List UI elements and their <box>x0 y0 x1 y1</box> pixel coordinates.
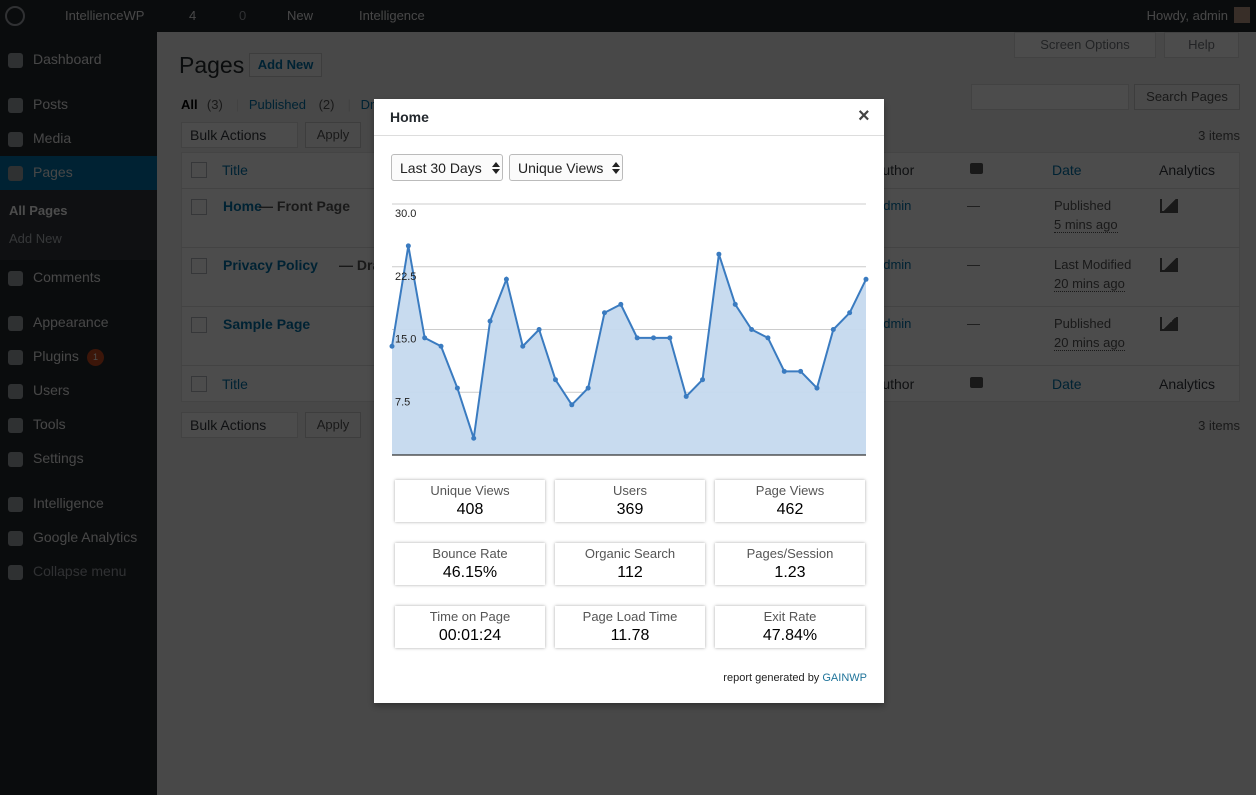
point <box>520 343 526 349</box>
stat-value: 47.84% <box>762 627 818 644</box>
stat-value: 46.15% <box>442 564 498 581</box>
point <box>487 318 493 324</box>
area-fill <box>392 245 866 455</box>
stat-value: 369 <box>616 501 644 518</box>
modal-header-border <box>374 135 884 136</box>
point <box>454 385 460 391</box>
stat-label: Exit Rate <box>763 609 817 624</box>
stat-value: 1.23 <box>774 564 806 581</box>
point <box>749 327 755 332</box>
point <box>667 335 673 341</box>
stat-label: Users <box>613 483 647 498</box>
stat-label: Pages/Session <box>746 546 834 561</box>
stat-box: Time on Page 00:01:24 <box>395 606 545 648</box>
analytics-modal: Home × Last 30 Days Unique Views 30.0 22.5 15.… <box>374 99 884 703</box>
y-tick-label: 30.0 <box>395 208 416 220</box>
stat-box: Exit Rate 47.84% <box>715 606 865 648</box>
stat-label: Page Views <box>755 483 825 498</box>
y-tick-label: 7.5 <box>395 396 410 408</box>
stat-value: 408 <box>456 501 484 518</box>
select[interactable]: Last 30 Days <box>391 154 503 181</box>
point <box>847 310 853 316</box>
point <box>585 385 591 391</box>
stat-label: Organic Search <box>584 546 676 561</box>
stat-box: Organic Search 112 <box>555 543 705 585</box>
stat-value: 112 <box>617 564 643 581</box>
stat-box: Users 369 <box>555 480 705 522</box>
modal-close[interactable]: × <box>858 105 870 127</box>
point <box>765 335 771 341</box>
stat-box: Page Load Time 11.78 <box>555 606 705 648</box>
select[interactable]: Unique Views <box>509 154 623 181</box>
point <box>716 251 722 257</box>
point <box>781 368 787 374</box>
select-arrows <box>612 162 620 174</box>
arrow <box>492 162 500 174</box>
point <box>814 385 820 391</box>
point <box>830 327 836 332</box>
stat-value: 11.78 <box>610 627 650 644</box>
point <box>863 276 869 282</box>
point <box>569 402 575 408</box>
point <box>732 301 738 307</box>
stat-value: 00:01:24 <box>438 627 502 644</box>
point <box>503 276 509 282</box>
modal-footer: report generated by GAINWP <box>723 672 867 684</box>
stat-value: 462 <box>776 501 804 518</box>
line <box>391 245 867 439</box>
footer-text: report generated by <box>723 672 823 684</box>
point <box>618 301 624 307</box>
point <box>389 343 395 349</box>
point <box>552 377 558 383</box>
stat-box: Bounce Rate 46.15% <box>395 543 545 585</box>
stat-label: Time on Page <box>429 609 511 624</box>
footer-link[interactable]: GAINWP <box>822 672 867 684</box>
point <box>438 343 444 349</box>
stat-label: Unique Views <box>430 483 510 498</box>
y-tick-label: 15.0 <box>395 334 416 346</box>
y-tick-label: 22.5 <box>395 271 416 283</box>
point <box>683 393 689 399</box>
point <box>536 327 542 332</box>
arrow <box>612 162 620 174</box>
point <box>651 335 657 341</box>
stat-label: Bounce Rate <box>432 546 508 561</box>
point <box>601 310 607 316</box>
stat-box: Pages/Session 1.23 <box>715 543 865 585</box>
modal-title: Home <box>390 109 429 125</box>
point <box>634 335 640 341</box>
point <box>700 377 706 383</box>
stat-box: Page Views 462 <box>715 480 865 522</box>
point <box>798 368 804 374</box>
select-arrows <box>492 162 500 174</box>
point <box>405 243 411 249</box>
stat-box: Unique Views 408 <box>395 480 545 522</box>
point <box>422 335 428 341</box>
stat-label: Page Load Time <box>582 609 678 624</box>
point <box>471 435 477 441</box>
chart: 30.0 22.5 15.0 7.5 <box>389 203 869 456</box>
